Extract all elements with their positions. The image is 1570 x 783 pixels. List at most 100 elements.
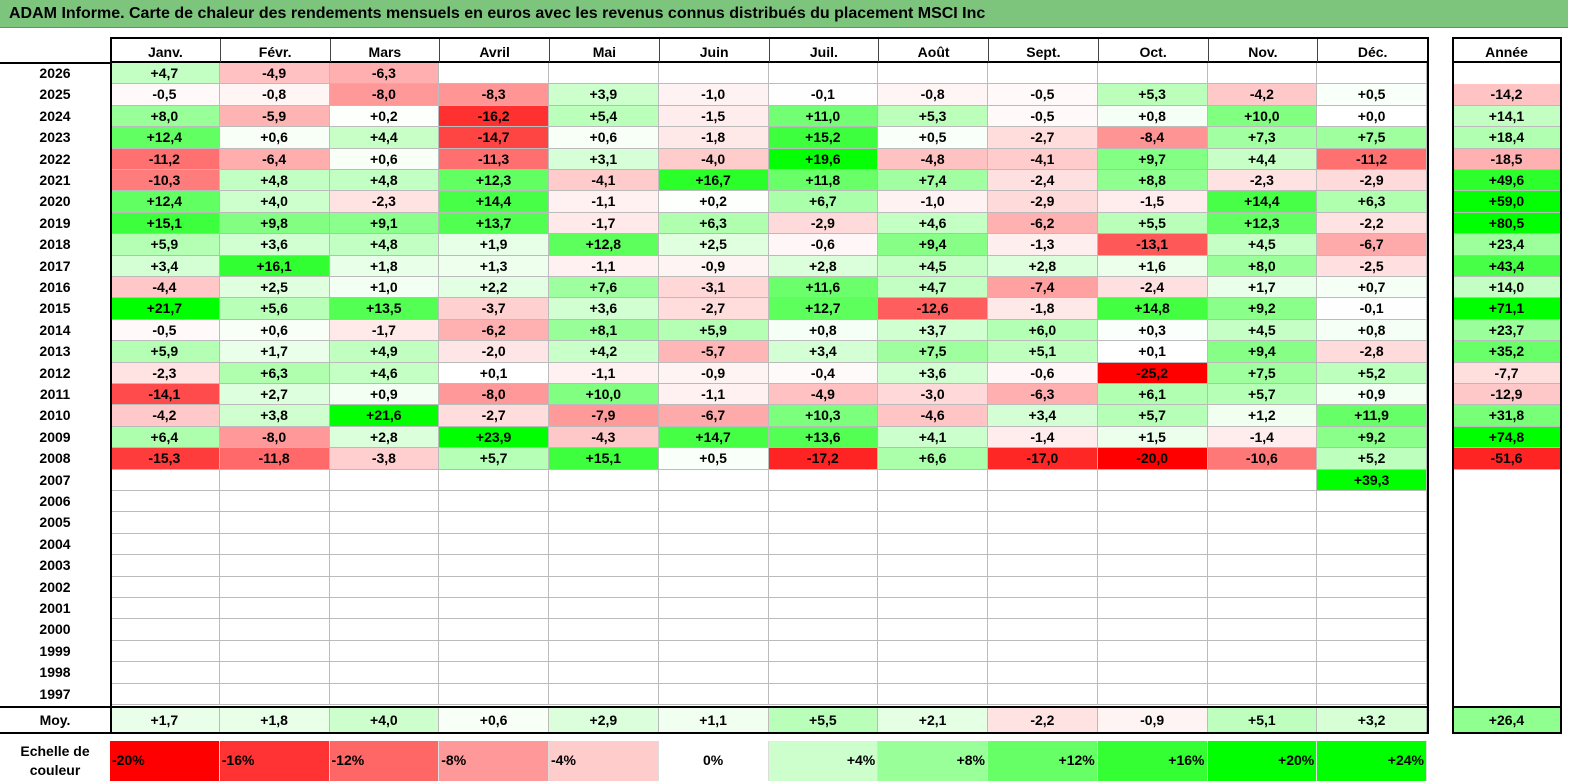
heatmap-cell: +3,1 [549,148,659,170]
heatmap-cell: -2,3 [1207,170,1318,192]
heatmap-cell [878,469,988,491]
year-total-cell: +14,0 [1452,277,1562,299]
year-header: Année [1452,37,1562,63]
month-header: Juil. [768,37,879,63]
heatmap-cell [549,63,659,85]
color-scale-swatch: -20% [110,741,220,781]
heatmap-cell [110,619,220,641]
heatmap-cell: +0,8 [768,319,879,342]
heatmap-cell: -14,7 [439,127,549,149]
heatmap-cell: -0,5 [988,105,1098,128]
heatmap-cell: -2,9 [988,191,1098,213]
heatmap-cell: +0,8 [1097,105,1208,128]
heatmap-cell: +4,6 [329,362,440,384]
heatmap-cell [658,619,769,641]
year-total-cell: -7,7 [1452,362,1562,384]
heatmap-cell [658,576,769,598]
year-label: 2009 [39,428,71,445]
heatmap-cell [1097,491,1208,513]
heatmap-cell: +0,2 [329,105,440,128]
month-header: Juin [658,37,769,63]
heatmap-cell: +2,8 [329,426,440,449]
heatmap-cell: -2,7 [439,405,549,427]
heatmap-cell: -1,8 [988,298,1098,320]
heatmap-cell: +12,8 [549,234,659,256]
heatmap-cell: +2,7 [219,384,330,406]
color-scale-label: Echelle de couleur [20,743,90,778]
heatmap-cell [329,469,440,491]
month-header: Oct. [1097,37,1208,63]
color-scale-swatch: +8% [878,741,988,781]
heatmap-cell: -0,1 [1317,298,1427,320]
heatmap-cell [768,662,879,684]
heatmap-cell [439,598,549,620]
heatmap-cell [329,662,440,684]
heatmap-cell: -1,7 [549,212,659,235]
heatmap-cell: -3,0 [878,384,988,406]
heatmap-cell [768,683,879,705]
heatmap-cell [439,63,549,85]
heatmap-cell [1097,469,1208,491]
average-cell: +1,1 [658,708,769,732]
color-scale-swatch: -8% [439,741,549,781]
heatmap-cell [1097,598,1208,620]
heatmap-cell [768,512,879,534]
heatmap-cell: +39,3 [1317,469,1427,491]
heatmap-cell: +0,5 [658,448,769,470]
heatmap-cell: -0,1 [768,84,879,106]
heatmap-cell: +6,3 [219,362,330,384]
year-label: 1998 [39,664,71,681]
heatmap-cell: +0,7 [1317,277,1427,299]
heatmap-cell [439,576,549,598]
heatmap-cell [110,683,220,705]
heatmap-cell: +5,7 [1097,405,1208,427]
heatmap-cell: -1,1 [549,255,659,277]
heatmap-cell: +8,0 [1207,255,1318,277]
heatmap-cell: -15,3 [110,448,220,470]
heatmap-cell [878,683,988,705]
heatmap-cell: +5,6 [219,298,330,320]
month-header: Mars [329,37,440,63]
heatmap-cell: -0,8 [219,84,330,106]
heatmap-cell [219,469,330,491]
heatmap-cell [1207,576,1318,598]
heatmap-cell: +4,0 [219,191,330,213]
heatmap-cell: -0,5 [110,319,220,342]
heatmap-cell: +9,1 [329,212,440,235]
heatmap-cell: -7,4 [988,277,1098,299]
year-label: 2005 [39,514,71,531]
heatmap-cell [110,491,220,513]
heatmap-cell [878,555,988,577]
heatmap-cell: +16,1 [219,255,330,277]
heatmap-cell: -4,9 [219,63,330,85]
heatmap-cell: -8,4 [1097,127,1208,149]
heatmap-cell: -1,7 [329,319,440,342]
heatmap-cell [329,640,440,663]
average-cell: +5,5 [768,708,879,732]
average-cell: +1,7 [110,708,220,732]
heatmap-cell: +6,1 [1097,384,1208,406]
heatmap-cell: -4,6 [878,405,988,427]
heatmap-cell [329,555,440,577]
heatmap-cell [1207,619,1318,641]
average-cell: +4,0 [329,708,440,732]
heatmap-cell: +11,6 [768,277,879,299]
heatmap-cell: +9,2 [1317,426,1427,449]
average-cell: +0,6 [439,708,549,732]
heatmap-cell [549,533,659,556]
heatmap-cell [1207,533,1318,556]
heatmap-cell [110,555,220,577]
heatmap-cell: -0,9 [658,362,769,384]
heatmap-cell: -6,2 [439,319,549,342]
year-label: 1997 [39,685,71,702]
heatmap-cell: +21,6 [329,405,440,427]
heatmap-cell [110,640,220,663]
heatmap-cell [768,533,879,556]
heatmap-cell: +6,3 [658,212,769,235]
heatmap-cell: -13,1 [1097,234,1208,256]
heatmap-cell [549,619,659,641]
heatmap-cell [549,640,659,663]
heatmap-cell [988,469,1098,491]
heatmap-cell: +4,5 [878,255,988,277]
heatmap-cell: +12,3 [1207,212,1318,235]
